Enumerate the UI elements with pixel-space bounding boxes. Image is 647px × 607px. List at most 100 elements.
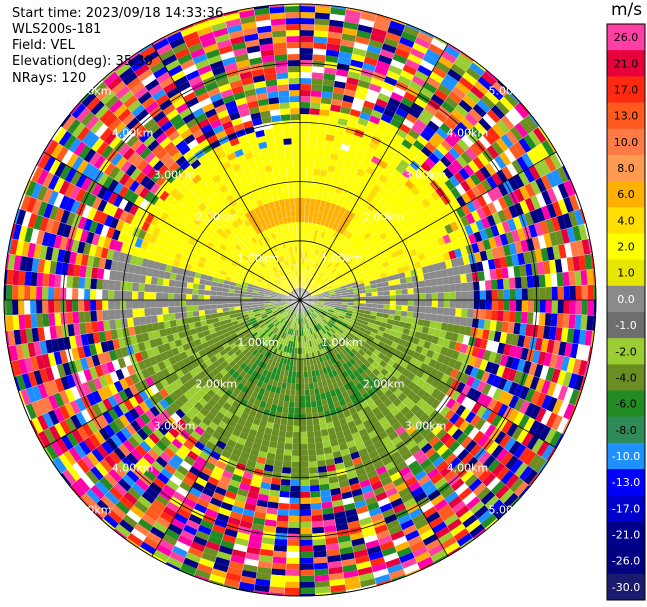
velocity-gate [195, 456, 207, 467]
velocity-gate [110, 434, 123, 448]
velocity-gate [315, 317, 321, 324]
velocity-gate [570, 241, 579, 257]
velocity-gate [189, 264, 198, 272]
velocity-gate [303, 228, 308, 235]
velocity-gate [132, 273, 140, 284]
velocity-gate [346, 151, 356, 160]
velocity-gate [222, 295, 229, 300]
velocity-gate [421, 198, 432, 209]
velocity-gate [124, 375, 135, 388]
velocity-gate [398, 552, 415, 564]
velocity-gate [345, 9, 362, 19]
velocity-gate [412, 545, 428, 558]
velocity-gate [204, 290, 211, 296]
velocity-gate [256, 317, 263, 322]
velocity-gate [493, 257, 502, 269]
velocity-gate [349, 165, 359, 174]
velocity-gate [318, 417, 327, 425]
velocity-gate [103, 373, 114, 386]
velocity-gate [461, 308, 468, 318]
velocity-gate [268, 495, 280, 503]
velocity-gate [316, 269, 322, 276]
velocity-gate [276, 302, 283, 305]
velocity-gate [303, 365, 308, 372]
velocity-gate [335, 225, 342, 233]
velocity-gate [332, 348, 339, 356]
ray-separator [7, 299, 301, 347]
velocity-gate [231, 505, 245, 515]
velocity-gate [469, 366, 480, 379]
velocity-gate [118, 414, 131, 427]
velocity-gate [92, 377, 103, 391]
velocity-gate [296, 353, 300, 360]
velocity-gate [300, 491, 311, 498]
velocity-gate [459, 343, 469, 354]
velocity-gate [308, 126, 319, 133]
velocity-gate [402, 213, 412, 223]
velocity-gate [376, 14, 392, 21]
velocity-gate [240, 293, 247, 298]
velocity-gate [373, 486, 386, 497]
velocity-gate [224, 490, 237, 500]
velocity-gate [508, 144, 522, 160]
velocity-gate [549, 430, 562, 447]
velocity-gate [437, 292, 444, 300]
velocity-gate [325, 458, 335, 466]
velocity-gate [300, 126, 310, 133]
velocity-gate [551, 216, 561, 232]
velocity-gate [237, 276, 244, 282]
velocity-gate [175, 449, 188, 461]
velocity-gate [99, 476, 114, 491]
velocity-gate [351, 338, 359, 346]
velocity-gate [434, 246, 443, 256]
velocity-gate [328, 273, 334, 279]
velocity-gate [138, 457, 152, 470]
velocity-gate [372, 243, 381, 251]
velocity-gate [322, 151, 332, 160]
velocity-gate [456, 155, 468, 168]
velocity-gate [300, 515, 312, 522]
velocity-gate [390, 451, 402, 462]
velocity-gate [184, 348, 194, 358]
velocity-gate [300, 210, 305, 217]
ray-separator [299, 299, 564, 435]
velocity-gate [406, 348, 416, 358]
velocity-gate [168, 306, 175, 314]
velocity-gate [84, 288, 91, 300]
velocity-gate [514, 241, 523, 254]
velocity-gate [186, 288, 193, 295]
velocity-gate [310, 266, 315, 273]
velocity-gate [485, 518, 499, 530]
velocity-gate [344, 337, 352, 345]
velocity-gate [432, 440, 445, 452]
velocity-gate [243, 558, 259, 567]
velocity-gate [180, 529, 196, 542]
velocity-gate [253, 511, 267, 520]
velocity-gate [208, 421, 219, 431]
velocity-gate [390, 407, 401, 417]
velocity-gate [347, 300, 354, 303]
velocity-gate [452, 444, 465, 457]
velocity-gate [338, 372, 345, 381]
velocity-gate [413, 293, 420, 300]
velocity-gate [378, 430, 389, 441]
velocity-gate [502, 310, 510, 322]
velocity-gate [132, 316, 140, 327]
velocity-gate [47, 190, 59, 206]
velocity-gate [306, 168, 314, 175]
velocity-gate [217, 480, 229, 491]
velocity-gate [277, 330, 282, 337]
velocity-gate [118, 519, 135, 533]
velocity-gate [338, 417, 348, 426]
velocity-gate [420, 479, 434, 492]
velocity-gate [258, 307, 266, 311]
velocity-gate [287, 539, 300, 546]
velocity-gate [511, 357, 521, 371]
velocity-gate [9, 345, 19, 362]
velocity-gate [497, 183, 509, 197]
velocity-gate [250, 363, 258, 371]
velocity-gate [385, 557, 402, 569]
velocity-gate [257, 353, 265, 361]
velocity-gate [241, 426, 251, 435]
velocity-gate [271, 307, 278, 311]
